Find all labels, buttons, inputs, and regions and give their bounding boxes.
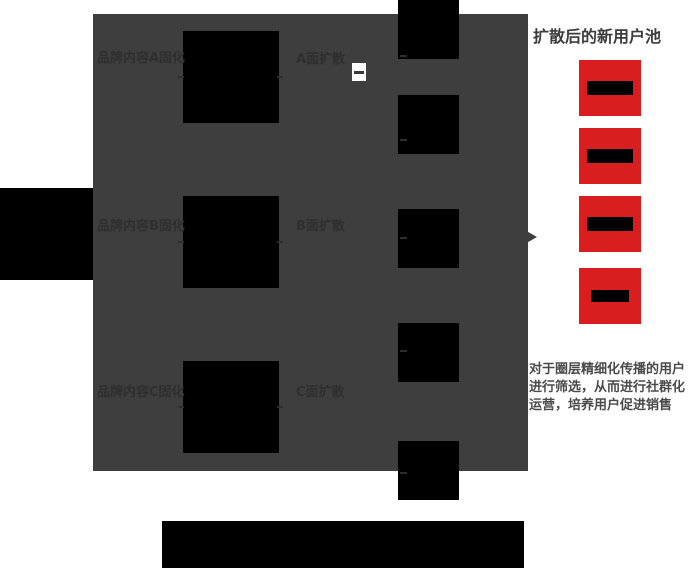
redacted-bottom-bar [162, 521, 524, 568]
connector-tick-col3-5 [400, 472, 407, 474]
redacted-block-middle-a [183, 31, 279, 123]
redacted-block-col3-4 [398, 323, 459, 382]
connector-tick-b-right [277, 241, 283, 243]
connector-tick-c-left [178, 406, 184, 408]
connector-tick-a-right [277, 76, 283, 78]
connector-tick-c-right [277, 406, 283, 408]
user-pool-2 [579, 128, 641, 184]
redacted-pool-label-2 [587, 149, 633, 163]
right-panel-note: 对于圈层精细化传播的用户进行筛选，从而进行社群化运营，培养用户促进销售 [529, 362, 686, 413]
redacted-block-middle-b [183, 196, 279, 288]
connector-tick-a-left [178, 76, 184, 78]
arrow-right-icon [523, 226, 543, 248]
white-node-icon [352, 63, 366, 81]
label-brand-content-c: 品牌内容C固化 [97, 385, 185, 400]
user-pool-1 [579, 60, 641, 116]
connector-tick-b-left [178, 241, 184, 243]
label-spread-c: C面扩散 [296, 385, 345, 400]
redacted-block-left [0, 188, 93, 280]
label-spread-a: A面扩散 [296, 52, 346, 67]
user-pool-4 [579, 268, 641, 324]
connector-tick-col3-4 [400, 350, 407, 352]
connector-tick-col3-1 [400, 55, 407, 57]
redacted-pool-label-3 [587, 217, 633, 231]
connector-tick-col3-3 [400, 237, 407, 239]
redacted-block-middle-c [183, 361, 279, 453]
user-pool-3 [579, 196, 641, 252]
brand-content-panel [93, 14, 528, 471]
redacted-pool-label-4 [591, 290, 629, 302]
redacted-block-col3-5 [398, 441, 459, 500]
connector-tick-col3-2 [400, 139, 407, 141]
right-panel-title: 扩散后的新用户池 [533, 27, 662, 46]
redacted-block-col3-2 [398, 95, 459, 154]
label-brand-content-a: 品牌内容A固化 [97, 51, 186, 66]
redacted-block-col3-3 [398, 209, 459, 268]
redacted-block-col3-1 [398, 0, 459, 59]
redacted-pool-label-1 [587, 81, 633, 95]
label-brand-content-b: 品牌内容B固化 [97, 219, 185, 234]
label-spread-b: B面扩散 [296, 219, 345, 234]
